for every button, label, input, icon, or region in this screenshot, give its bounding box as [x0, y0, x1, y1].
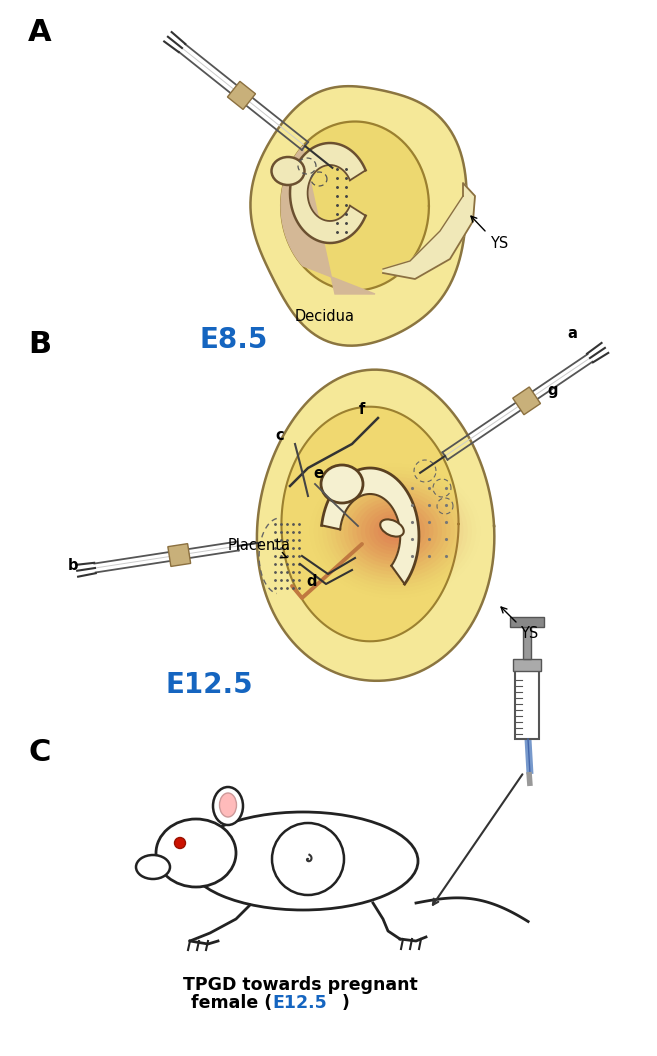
- Polygon shape: [383, 183, 475, 279]
- Ellipse shape: [271, 157, 304, 185]
- Text: g: g: [548, 382, 558, 398]
- Ellipse shape: [348, 494, 442, 568]
- Ellipse shape: [357, 501, 434, 562]
- Ellipse shape: [188, 812, 418, 910]
- Polygon shape: [227, 81, 256, 110]
- Ellipse shape: [352, 497, 438, 565]
- Text: c: c: [276, 429, 284, 444]
- Ellipse shape: [380, 520, 404, 536]
- Text: E8.5: E8.5: [200, 326, 268, 354]
- Ellipse shape: [391, 528, 399, 534]
- Bar: [510, 617, 544, 627]
- Text: b: b: [68, 559, 78, 573]
- Text: YS: YS: [490, 235, 509, 251]
- Polygon shape: [250, 87, 466, 345]
- Ellipse shape: [344, 490, 446, 571]
- Circle shape: [175, 837, 185, 849]
- Text: Placenta: Placenta: [228, 539, 291, 558]
- Text: YS: YS: [520, 626, 538, 641]
- Text: C: C: [28, 738, 51, 767]
- Ellipse shape: [136, 855, 170, 879]
- Text: a: a: [567, 325, 577, 340]
- Text: E12.5: E12.5: [272, 994, 327, 1012]
- Polygon shape: [257, 370, 494, 681]
- Ellipse shape: [382, 521, 408, 541]
- Text: female (: female (: [191, 994, 272, 1012]
- Bar: [513, 659, 541, 671]
- Text: B: B: [28, 329, 51, 359]
- Polygon shape: [322, 468, 419, 584]
- Text: E12.5: E12.5: [165, 671, 253, 699]
- Polygon shape: [168, 544, 191, 566]
- Ellipse shape: [213, 787, 243, 825]
- Polygon shape: [281, 407, 459, 641]
- Text: TPGD towards pregnant: TPGD towards pregnant: [183, 976, 417, 994]
- Ellipse shape: [365, 507, 425, 554]
- Polygon shape: [512, 386, 541, 415]
- Ellipse shape: [378, 517, 412, 545]
- Ellipse shape: [156, 819, 236, 887]
- Polygon shape: [281, 121, 429, 290]
- Ellipse shape: [219, 793, 237, 817]
- Text: d: d: [307, 573, 317, 588]
- Ellipse shape: [369, 511, 420, 551]
- Ellipse shape: [361, 504, 429, 558]
- Polygon shape: [281, 147, 375, 294]
- Ellipse shape: [321, 465, 363, 503]
- Polygon shape: [290, 143, 366, 243]
- Text: ): ): [342, 994, 350, 1012]
- Circle shape: [272, 823, 344, 895]
- Text: Decidua: Decidua: [295, 309, 355, 324]
- Ellipse shape: [374, 514, 417, 548]
- Ellipse shape: [340, 487, 451, 574]
- Bar: [523, 624, 531, 659]
- Text: A: A: [28, 18, 52, 48]
- Text: e: e: [313, 467, 323, 482]
- Ellipse shape: [386, 524, 403, 538]
- Bar: [515, 667, 539, 739]
- Text: f: f: [359, 401, 365, 416]
